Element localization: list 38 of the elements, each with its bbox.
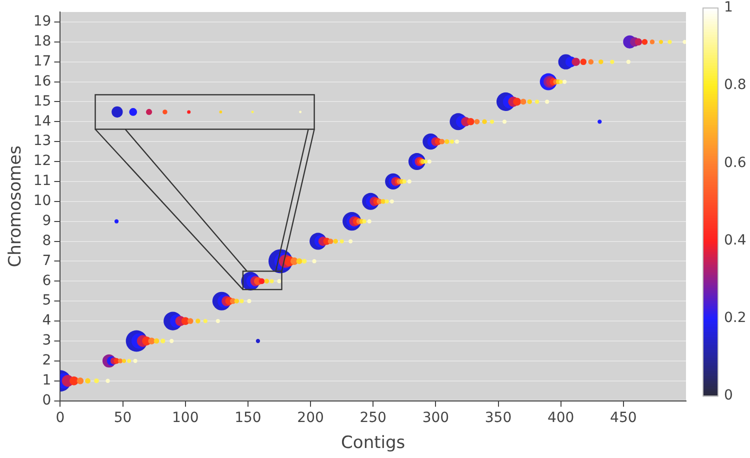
y-tick-label: 18 (33, 34, 52, 50)
y-tick-label: 8 (42, 232, 52, 249)
y-tick-label: 4 (42, 312, 52, 329)
x-axis-title: Contigs (341, 433, 406, 454)
color-bar-label: 0 (724, 388, 733, 404)
y-axis-title: Chromosomes (6, 145, 26, 268)
x-tick-label: 250 (360, 410, 386, 426)
y-tick-label: 19 (33, 14, 52, 30)
y-tick-label: 15 (33, 93, 52, 110)
y-tick-label: 0 (42, 392, 52, 408)
y-tick-label: 13 (33, 133, 52, 150)
y-tick-label: 3 (42, 332, 52, 349)
color-bar-label: 0.2 (724, 310, 746, 326)
x-tick-label: 450 (610, 410, 637, 426)
color-bar-label: 0.6 (724, 154, 746, 171)
color-bar-label: 0.8 (724, 77, 746, 94)
x-tick-label: 350 (484, 410, 512, 426)
y-tick-label: 7 (42, 252, 52, 269)
x-tick-label: 150 (234, 410, 262, 426)
y-tick-label: 2 (42, 352, 52, 369)
y-tick-label: 14 (33, 113, 52, 130)
y-tick-label: 16 (33, 73, 52, 90)
x-tick-label: 50 (114, 410, 132, 426)
y-tick-label: 6 (42, 272, 52, 289)
x-tick-label: 300 (422, 410, 450, 426)
color-bar-label: 1 (724, 0, 733, 16)
x-tick-label: 0 (56, 410, 65, 426)
x-tick-label: 400 (547, 410, 574, 426)
y-tick-label: 9 (42, 212, 52, 229)
y-tick-label: 11 (33, 173, 52, 190)
y-tick-label: 12 (33, 153, 52, 170)
x-tick-label: 200 (297, 410, 324, 426)
y-tick-label: 17 (33, 53, 52, 70)
y-tick-label: 10 (33, 193, 52, 210)
x-tick-label: 100 (172, 410, 199, 426)
y-tick-label: 5 (42, 292, 52, 309)
color-bar-label: 0.4 (724, 232, 746, 248)
y-tick-label: 1 (42, 372, 52, 388)
